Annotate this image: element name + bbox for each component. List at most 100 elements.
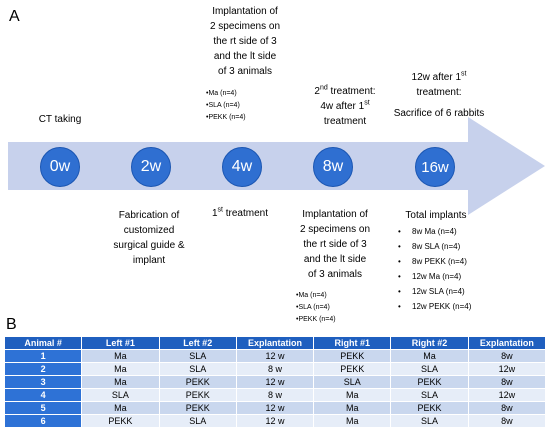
first-treatment-text: 1st treatment	[195, 206, 285, 221]
table-cell: Ma	[313, 401, 392, 415]
bullet: •	[398, 257, 401, 266]
text-line: Implantation of	[212, 6, 278, 17]
table-cell: PEKK	[313, 362, 392, 376]
text-line: the rt side of 3	[213, 36, 277, 47]
table-cell: 4	[3, 388, 83, 402]
header-cell: Animal #	[3, 336, 83, 350]
text-line: Fabrication of	[118, 210, 180, 221]
list-item: • 12w SLA (n=4)	[398, 284, 471, 299]
arrow-shape	[8, 117, 545, 215]
bullet: •	[398, 242, 401, 251]
text-line: 12w after 1st	[384, 70, 494, 85]
text-line: treatment:	[416, 87, 462, 98]
node-label: 2w	[140, 158, 162, 175]
text-part: 2	[314, 86, 320, 97]
table-cell: PEKK	[158, 401, 237, 415]
table-cell: PEKK	[390, 375, 469, 389]
table-row: 1 Ma SLA 12 w PEKK Ma 8w	[3, 349, 547, 363]
superscript: st	[364, 99, 370, 107]
list-item-text: 8w PEKK (n=4)	[412, 257, 467, 266]
header-cell: Right #1	[313, 336, 392, 350]
list-item: • 8w PEKK (n=4)	[398, 254, 471, 269]
implant-8w-text: Implantation of 2 specimens on the rt si…	[283, 207, 387, 282]
text-line: implant	[132, 255, 166, 266]
text-line: 4w after 1st	[296, 99, 394, 114]
list-item: • 12w PEKK (n=4)	[398, 299, 471, 314]
table-cell: 8w	[467, 349, 547, 363]
list-item: •PEKK (n=4)	[206, 114, 246, 121]
implant-8w-list: •Ma (n=4) •SLA (n=4) •PEKK (n=4)	[296, 290, 336, 326]
table-cell: 12 w	[235, 414, 315, 428]
second-treatment-text: 2nd treatment: 4w after 1st treatment	[296, 84, 394, 129]
text-part: 4w after 1	[320, 101, 365, 112]
text-line: the rt side of 3	[303, 239, 367, 250]
node-0w: 0w	[40, 147, 80, 187]
list-item: •Ma (n=4)	[296, 292, 327, 299]
text-line: Sacrifice of 6 rabbits	[393, 108, 485, 119]
text-line: surgical guide &	[113, 240, 185, 251]
table-cell: 8w	[467, 375, 547, 389]
table-cell: 12w	[467, 362, 547, 376]
table-cell: Ma	[81, 375, 160, 389]
header-cell: Explantation	[467, 336, 547, 350]
list-item-text: 12w PEKK (n=4)	[412, 302, 472, 311]
table-cell: Ma	[313, 388, 392, 402]
node-label: 16w	[421, 158, 449, 176]
text-line: customized	[123, 225, 175, 236]
animal-table: Animal # Left #1 Left #2 Explantation Ri…	[3, 336, 547, 428]
bullet: •	[398, 227, 401, 236]
node-label: 0w	[49, 158, 71, 175]
implant-4w-text: Implantation of 2 specimens on the rt si…	[193, 4, 297, 79]
total-implants-title: Total implants	[405, 210, 467, 221]
table-cell: SLA	[313, 375, 392, 389]
header-cell: Left #1	[81, 336, 160, 350]
table-cell: Ma	[81, 362, 160, 376]
table-cell: 12w	[467, 388, 547, 402]
list-item-text: 8w SLA (n=4)	[412, 242, 461, 251]
table-cell: SLA	[390, 362, 469, 376]
list-item-text: 12w Ma (n=4)	[412, 272, 462, 281]
bullet: •	[398, 272, 401, 281]
text-part: 12w after 1	[411, 72, 462, 83]
table-cell: 12 w	[235, 349, 315, 363]
superscript: nd	[319, 84, 328, 92]
table-cell: 5	[3, 401, 83, 415]
node-16w: 16w	[415, 147, 455, 187]
node-2w: 2w	[131, 147, 171, 187]
table-cell: 3	[3, 375, 83, 389]
table-cell: 12 w	[235, 401, 315, 415]
list-item: •PEKK (n=4)	[296, 316, 336, 323]
table-cell: 8w	[467, 401, 547, 415]
text-part: 1	[211, 208, 218, 219]
superscript: st	[461, 70, 467, 78]
list-item: • 8w Ma (n=4)	[398, 224, 471, 239]
panel-b-label: B	[6, 316, 17, 333]
node-8w: 8w	[313, 147, 353, 187]
table-cell: 2	[3, 362, 83, 376]
table-cell: SLA	[158, 362, 237, 376]
text-line: treatment	[323, 116, 367, 127]
table-cell: PEKK	[390, 401, 469, 415]
table-cell: Ma	[81, 401, 160, 415]
table-cell: Ma	[313, 414, 392, 428]
bullet: •	[398, 287, 401, 296]
text-line: and the lt side	[213, 51, 277, 62]
table-cell: PEKK	[313, 349, 392, 363]
header-cell: Right #2	[390, 336, 469, 350]
table-cell: PEKK	[158, 388, 237, 402]
table-cell: 6	[3, 414, 83, 428]
header-cell: Explantation	[235, 336, 315, 350]
sacrifice-text: 12w after 1st treatment: Sacrifice of 6 …	[384, 70, 494, 121]
table-cell: 8 w	[235, 362, 315, 376]
text-line: of 3 animals	[218, 66, 272, 77]
table-cell: Ma	[81, 349, 160, 363]
header-cell: Left #2	[158, 336, 237, 350]
table-row: 5 Ma PEKK 12 w Ma PEKK 8w	[3, 401, 547, 415]
list-item: •SLA (n=4)	[206, 102, 240, 109]
table-cell: SLA	[158, 349, 237, 363]
node-label: 8w	[322, 158, 344, 175]
superscript: st	[217, 206, 223, 214]
list-item: • 12w Ma (n=4)	[398, 269, 471, 284]
panel-a-label: A	[9, 8, 20, 25]
